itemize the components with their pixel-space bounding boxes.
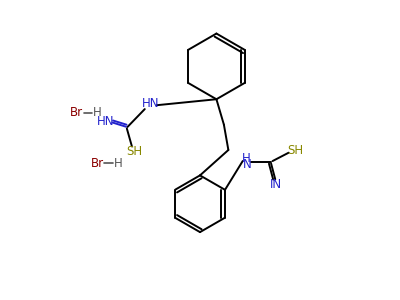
Text: IN: IN — [270, 178, 282, 191]
Text: SH: SH — [288, 143, 304, 157]
Text: H: H — [93, 106, 101, 119]
Text: HN: HN — [97, 115, 115, 128]
Text: H: H — [242, 152, 251, 166]
Text: SH: SH — [126, 145, 142, 158]
Text: HN: HN — [142, 97, 160, 110]
Text: N: N — [242, 158, 251, 171]
Text: Br: Br — [70, 106, 83, 119]
Text: Br: Br — [90, 157, 104, 170]
Text: H: H — [114, 157, 122, 170]
